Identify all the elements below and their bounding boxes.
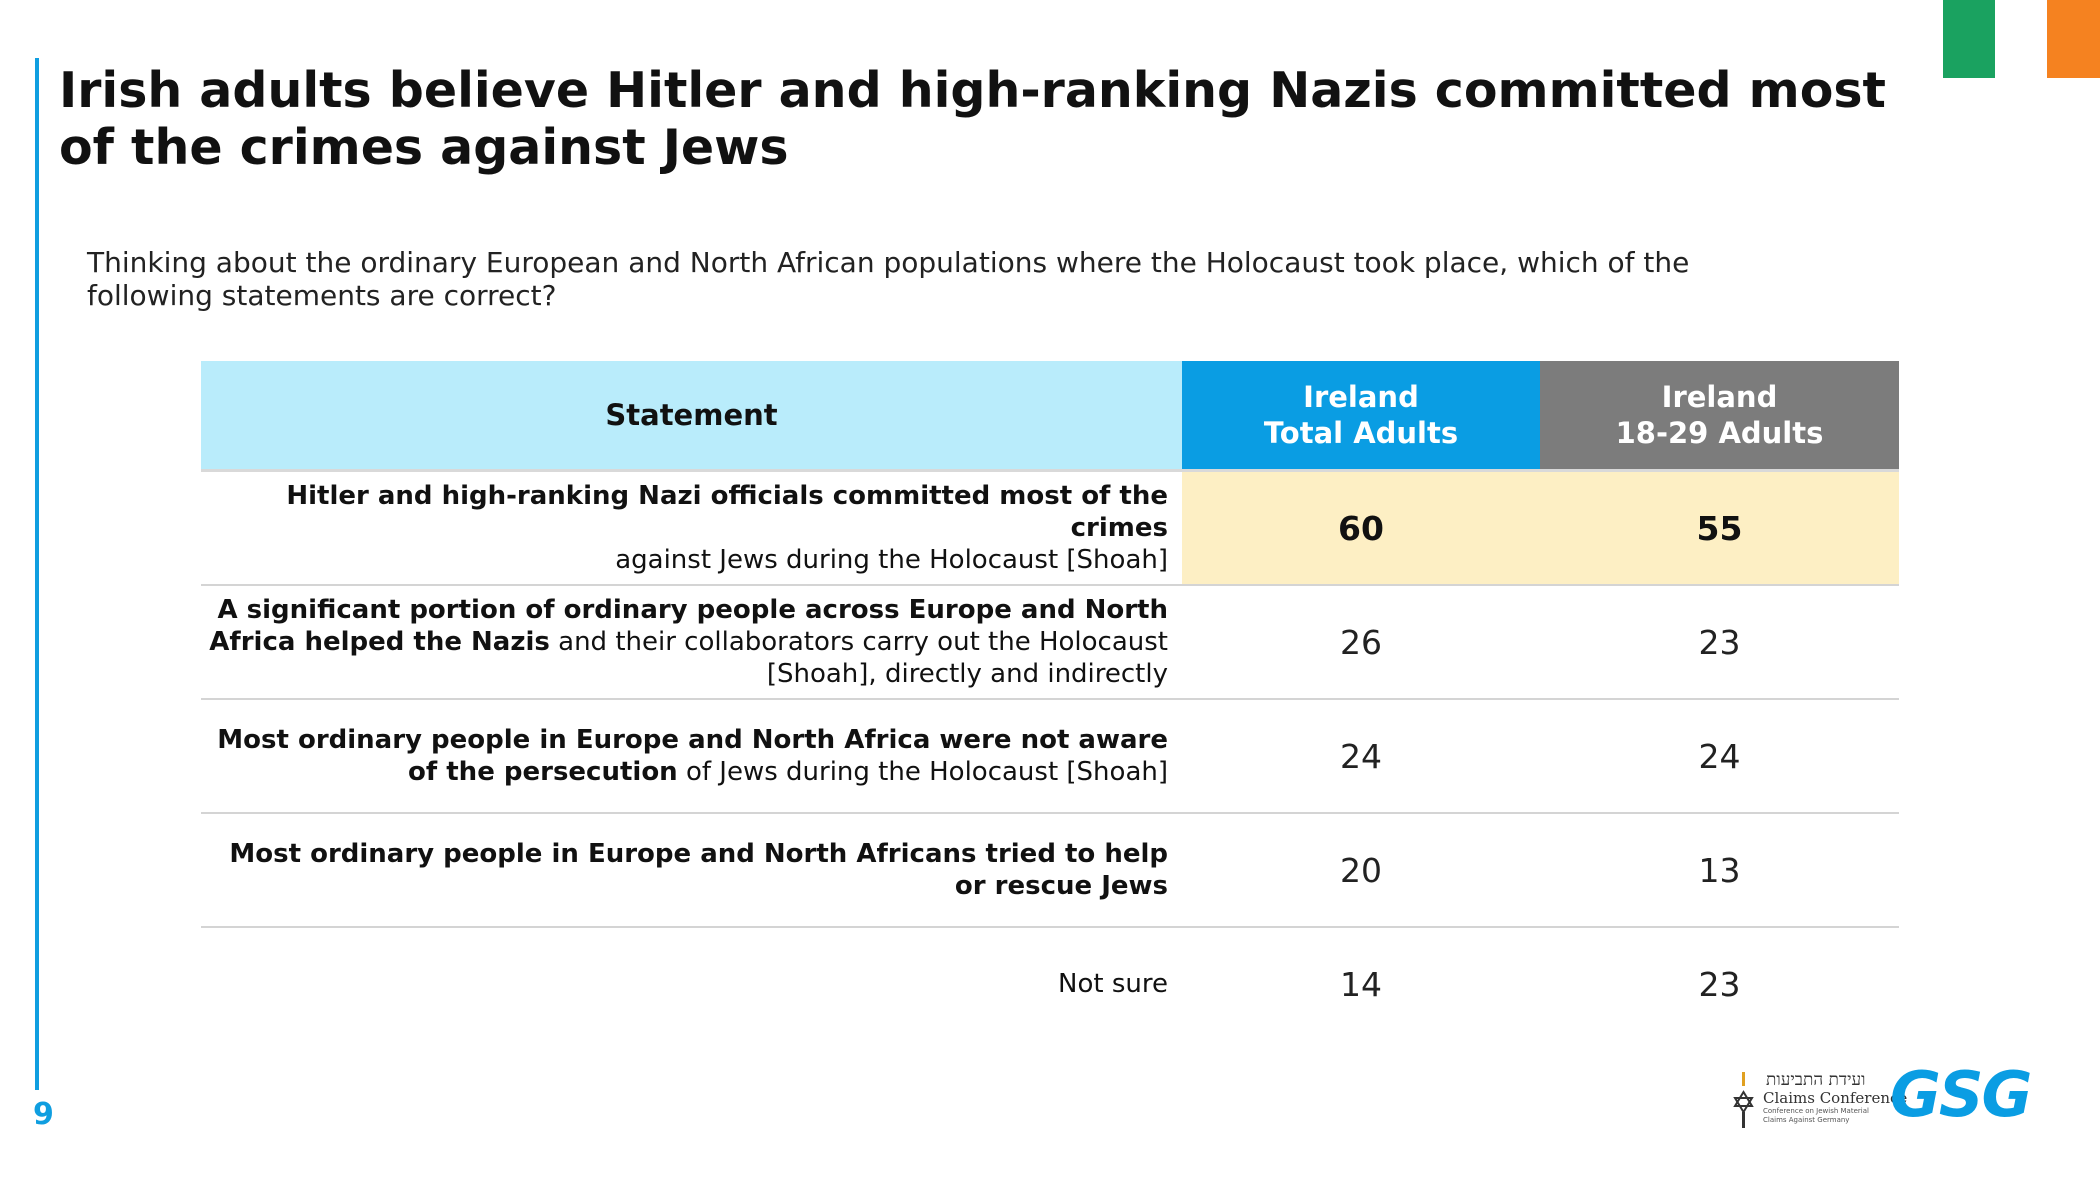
claims-conference-hebrew: ועידת התביעות: [1766, 1070, 1866, 1090]
statement-cell: Most ordinary people in Europe and North…: [201, 699, 1182, 814]
total-adults-value: 14: [1340, 964, 1382, 1004]
total-adults-value: 26: [1182, 585, 1540, 700]
statement-cell: Most ordinary people in Europe and North…: [201, 813, 1182, 928]
gsg-logo: GSG: [1890, 1058, 2032, 1131]
survey-question: Thinking about the ordinary European and…: [87, 246, 1690, 312]
total-adults-value: 20: [1182, 813, 1540, 928]
left-accent-rule: [35, 58, 39, 1090]
claims-conference-subtitle: Conference on Jewish Material Claims Aga…: [1763, 1107, 1869, 1124]
total-adults-value: 24: [1182, 699, 1540, 814]
header-statement: Statement: [201, 361, 1182, 472]
young-adults-value: 13: [1540, 813, 1899, 928]
slide-title: Irish adults believe Hitler and high-ran…: [59, 62, 1886, 176]
table-row: Hitler and high-ranking Nazi officials c…: [201, 470, 1899, 586]
page-number: 9: [33, 1097, 54, 1132]
statement-cell: A significant portion of ordinary people…: [201, 585, 1182, 700]
statements-table: Statement Ireland Total Adults Ireland 18-…: [201, 361, 1899, 1040]
table-row: Most ordinary people in Europe and North…: [201, 813, 1899, 928]
flag-green-stripe: [1943, 0, 1995, 78]
table-header-row: Statement Ireland Total Adults Ireland 18-…: [201, 361, 1899, 472]
statement-cell: Hitler and high-ranking Nazi officials c…: [201, 470, 1182, 586]
young-adults-value: 23: [1698, 964, 1741, 1004]
statement-cell: Not sure: [1058, 969, 1168, 999]
header-ireland-total: Ireland Total Adults: [1182, 361, 1540, 472]
young-adults-value: 55: [1540, 470, 1899, 586]
young-adults-value: 23: [1540, 585, 1899, 700]
table-row: Most ordinary people in Europe and North…: [201, 699, 1899, 814]
total-adults-value: 60: [1182, 470, 1540, 586]
table-row: A significant portion of ordinary people…: [201, 585, 1899, 700]
young-adults-value: 24: [1540, 699, 1899, 814]
header-ireland-18-29: Ireland 18-29 Adults: [1540, 361, 1899, 472]
claims-conference-logo-icon: [1733, 1072, 1754, 1128]
claims-conference-name: Claims Conference: [1763, 1089, 1908, 1107]
table-row: Not sure 14 23: [201, 927, 1899, 1040]
flag-orange-stripe: [2047, 0, 2100, 78]
